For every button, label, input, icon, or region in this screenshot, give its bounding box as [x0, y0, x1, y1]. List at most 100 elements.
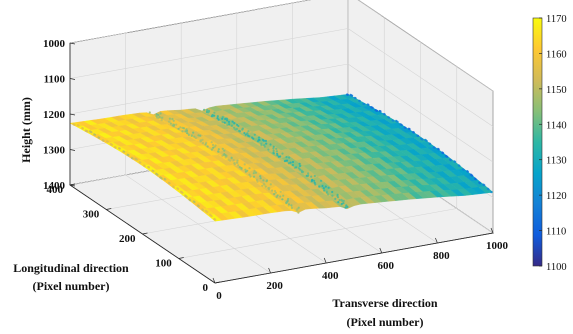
surface-noise-point — [314, 183, 317, 186]
surface-noise-point — [433, 146, 436, 149]
surface-noise-point — [442, 152, 445, 155]
surface-noise-point — [396, 120, 399, 123]
colorbar-tick-label: 1140 — [546, 120, 567, 131]
surface-noise-point — [281, 152, 284, 155]
surface-noise-point — [307, 174, 310, 177]
surface-noise-point — [260, 142, 263, 145]
surface-noise-point — [235, 161, 238, 164]
surface-noise-point — [259, 175, 262, 178]
surface-noise-point — [253, 133, 256, 136]
surface-noise-point — [212, 146, 215, 149]
surface-noise-point — [291, 163, 294, 167]
surface-noise-point — [458, 164, 461, 167]
surface-noise-point — [252, 175, 256, 178]
surface-noise-point — [232, 158, 235, 162]
surface-noise-point — [273, 190, 277, 193]
z-tick-mark — [69, 42, 76, 45]
colorbar-tick-label: 1130 — [546, 156, 567, 167]
surface-noise-point — [243, 163, 246, 166]
surface-noise-point — [272, 145, 275, 148]
surface-noise-point — [110, 143, 114, 146]
surface-noise-point — [98, 136, 101, 139]
surface-noise-point — [276, 152, 279, 155]
surface-noise-point — [185, 195, 188, 198]
surface-noise-point — [285, 156, 288, 159]
surface-noise-point — [233, 122, 236, 125]
surface-noise-point — [340, 202, 343, 206]
surface-noise-point — [217, 150, 220, 153]
surface-noise-point — [252, 172, 255, 175]
surface-noise-point — [478, 182, 482, 185]
surface-noise-point — [143, 165, 146, 168]
surface-noise-point — [227, 158, 230, 161]
y-axis-label-line2: (Pixel number) — [33, 279, 110, 293]
surface-noise-point — [311, 178, 314, 181]
surface-noise-point — [182, 127, 185, 130]
surface-noise-point — [375, 109, 379, 112]
surface-noise-point — [152, 170, 155, 173]
z-tick-label: 1300 — [43, 145, 66, 157]
surface-noise-point — [300, 169, 303, 172]
surface-noise-point — [417, 134, 420, 138]
surface-noise-point — [123, 150, 126, 153]
surface-noise-point — [177, 187, 180, 190]
surface-noise-point — [281, 198, 284, 201]
surface-noise-point — [283, 160, 286, 163]
surface-noise-point — [236, 123, 239, 126]
surface-noise-point — [264, 139, 267, 142]
surface-noise-point — [425, 139, 428, 143]
surface-noise-point — [186, 132, 189, 135]
surface-noise-point — [127, 154, 130, 157]
surface-noise-point — [197, 134, 200, 137]
y-tick-mark — [214, 281, 221, 284]
surface-noise-point — [334, 197, 337, 200]
surface-noise-point — [241, 127, 244, 130]
surface-noise-point — [238, 166, 241, 169]
surface-noise-point — [247, 134, 250, 137]
surface-noise-point — [282, 194, 285, 197]
surface-noise-point — [240, 167, 243, 170]
surface-noise-point — [211, 143, 215, 147]
surface-noise-point — [313, 174, 316, 178]
surface-noise-point — [175, 123, 178, 126]
surface-noise-point — [114, 146, 117, 149]
z-tick-label: 1400 — [43, 180, 66, 192]
surface-noise-point — [248, 173, 251, 176]
surface-noise-point — [164, 178, 167, 181]
surface-noise-point — [487, 188, 490, 191]
surface-noise-point — [446, 155, 449, 158]
surface-noise-point — [257, 136, 261, 139]
colorbar-ticks: 1100 1110 1120 1130 1140 1150 1160 1170 — [539, 14, 567, 273]
surface-noise-point — [168, 182, 171, 185]
surface-noise-point — [221, 121, 224, 124]
surface-noise-point — [243, 132, 246, 135]
surface-noise-point — [262, 179, 265, 182]
y-tick-mark — [106, 208, 112, 210]
surface-noise-point — [279, 195, 282, 198]
surface-noise-point — [462, 168, 465, 171]
surface-noise-point — [189, 199, 192, 202]
z-axis-label: Height (mm) — [19, 97, 33, 163]
surface-noise-point — [295, 209, 298, 212]
surface-noise-point — [77, 124, 80, 127]
surface-noise-point — [139, 161, 142, 164]
surface-noise-point — [156, 173, 159, 176]
surface-noise-point — [158, 115, 161, 119]
surface-noise-point — [379, 110, 382, 113]
surface-noise-point — [199, 134, 202, 137]
surface-noise-point — [358, 100, 361, 103]
surface-noise-point — [197, 205, 200, 208]
surface-noise-point — [206, 109, 209, 112]
height-surface — [69, 93, 494, 222]
colorbar-tick-label: 1120 — [546, 191, 567, 202]
surface-noise-point — [233, 126, 236, 129]
surface-noise-point — [367, 103, 370, 106]
surface-noise-point — [221, 117, 224, 120]
surface-noise-point — [185, 128, 188, 131]
surface-noise-point — [214, 218, 217, 221]
surface-noise-point — [102, 139, 105, 142]
surface-noise-point — [267, 148, 270, 151]
z-axis-ticks: 1000 1100 1200 1300 1400 — [43, 38, 76, 192]
surface-noise-point — [295, 166, 298, 169]
surface-noise-point — [285, 201, 288, 205]
